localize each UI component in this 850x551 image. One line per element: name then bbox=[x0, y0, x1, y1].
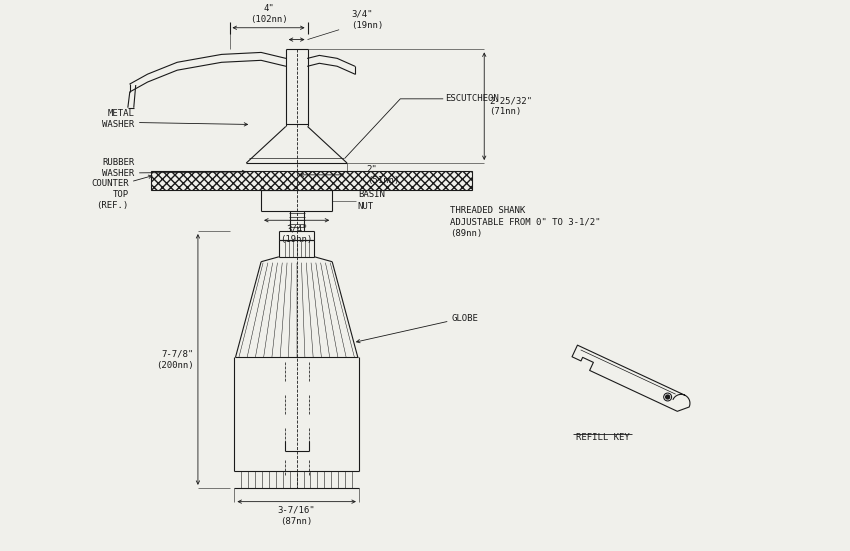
Text: GLOBE: GLOBE bbox=[451, 314, 479, 322]
Text: REFILL KEY: REFILL KEY bbox=[575, 433, 630, 441]
Circle shape bbox=[666, 395, 670, 399]
Text: 2"
(51nn): 2" (51nn) bbox=[366, 165, 399, 185]
Text: 3/4"
(19nn): 3/4" (19nn) bbox=[351, 9, 383, 30]
Text: 3-7/16"
(87nn): 3-7/16" (87nn) bbox=[278, 506, 315, 526]
Bar bbox=[150, 171, 473, 190]
Text: 4"
(102nn): 4" (102nn) bbox=[250, 4, 287, 24]
Circle shape bbox=[664, 393, 672, 401]
Text: 3/4"
(19nn): 3/4" (19nn) bbox=[280, 224, 313, 244]
Text: 7-7/8"
(200nn): 7-7/8" (200nn) bbox=[156, 349, 194, 370]
Text: ESCUTCHEON: ESCUTCHEON bbox=[445, 94, 498, 104]
Text: BASIN
NUT: BASIN NUT bbox=[358, 191, 385, 210]
Text: RUBBER
WASHER: RUBBER WASHER bbox=[103, 158, 135, 178]
Text: METAL
WASHER: METAL WASHER bbox=[103, 109, 135, 128]
Text: COUNTER
TOP
(REF.): COUNTER TOP (REF.) bbox=[91, 179, 129, 210]
Text: 2-25/32"
(71nn): 2-25/32" (71nn) bbox=[489, 96, 532, 116]
Bar bbox=[150, 171, 473, 190]
Text: THREADED SHANK
ADJUSTABLE FROM 0" TO 3-1/2"
(89nn): THREADED SHANK ADJUSTABLE FROM 0" TO 3-1… bbox=[450, 207, 600, 237]
